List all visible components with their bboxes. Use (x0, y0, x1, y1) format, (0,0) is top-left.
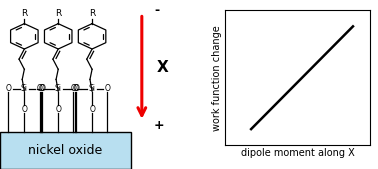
Text: O: O (38, 84, 44, 93)
Text: O: O (89, 104, 95, 114)
Text: O: O (55, 104, 61, 114)
Text: -: - (154, 4, 159, 17)
Text: X: X (157, 60, 169, 75)
Text: O: O (37, 84, 42, 93)
Text: O: O (6, 84, 11, 93)
Text: +: + (153, 119, 164, 131)
Text: O: O (22, 104, 27, 114)
Text: O: O (71, 84, 76, 93)
Text: nickel oxide: nickel oxide (28, 144, 103, 157)
X-axis label: dipole moment along X: dipole moment along X (241, 148, 355, 158)
Text: R: R (89, 9, 95, 18)
Y-axis label: work function change: work function change (212, 25, 222, 131)
Text: R: R (21, 9, 28, 18)
Text: O: O (104, 84, 110, 93)
Text: R: R (55, 9, 61, 18)
Text: Si: Si (55, 84, 62, 93)
Text: Si: Si (21, 84, 28, 93)
Text: Si: Si (88, 84, 96, 93)
Bar (0, 132, 131, 169)
Text: O: O (39, 84, 45, 93)
Text: O: O (72, 84, 78, 93)
Text: O: O (73, 84, 79, 93)
